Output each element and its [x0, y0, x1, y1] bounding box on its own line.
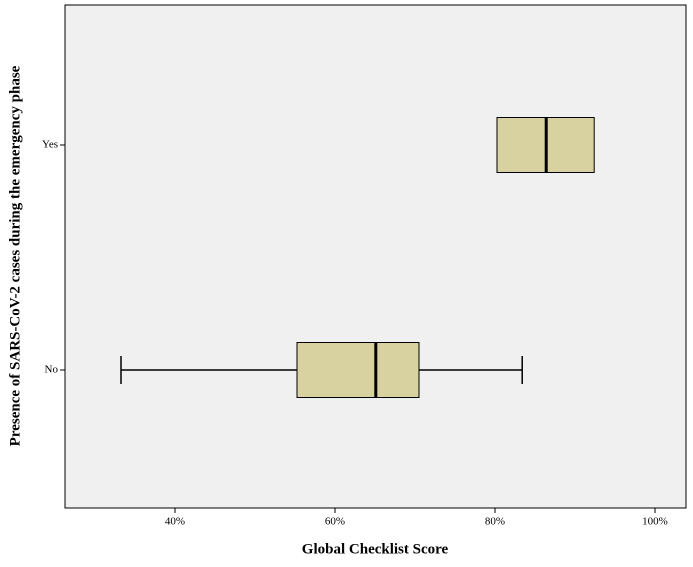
- x-tick-label: 60%: [325, 516, 345, 528]
- plot-area: [64, 4, 687, 509]
- y-tick-label: Yes: [42, 139, 58, 151]
- x-axis-title: Global Checklist Score: [302, 541, 449, 557]
- y-axis-title: Presence of SARS-CoV-2 cases during the …: [7, 65, 23, 446]
- box: [296, 342, 420, 398]
- x-tick-label: 80%: [485, 516, 505, 528]
- y-tick-label: No: [45, 364, 59, 376]
- x-tick-label: 40%: [165, 516, 185, 528]
- x-tick-label: 100%: [642, 516, 668, 528]
